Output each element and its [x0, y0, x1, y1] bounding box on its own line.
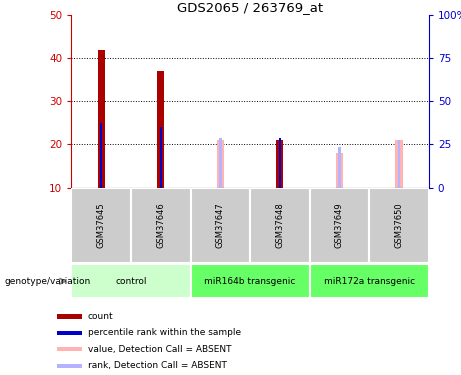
Text: genotype/variation: genotype/variation [5, 277, 91, 286]
Bar [57, 347, 82, 351]
Bar [338, 147, 341, 188]
Bar [160, 127, 162, 188]
Bar [100, 123, 102, 188]
Bar [157, 71, 164, 188]
Bar [398, 140, 400, 188]
Text: control: control [115, 277, 147, 286]
Bar [250, 188, 310, 262]
Text: GSM37646: GSM37646 [156, 202, 165, 248]
Text: value, Detection Call = ABSENT: value, Detection Call = ABSENT [88, 345, 231, 354]
Text: GSM37649: GSM37649 [335, 202, 344, 248]
Bar [369, 188, 429, 262]
Text: miR164b transgenic: miR164b transgenic [204, 277, 296, 286]
Bar [310, 264, 429, 298]
Bar [278, 138, 281, 188]
Bar [57, 331, 82, 335]
Bar [336, 153, 343, 188]
Bar [276, 140, 284, 188]
Bar [190, 188, 250, 262]
Bar [57, 314, 82, 319]
Bar [71, 264, 190, 298]
Bar [190, 264, 310, 298]
Text: percentile rank within the sample: percentile rank within the sample [88, 328, 241, 338]
Bar [278, 138, 281, 188]
Bar [98, 50, 105, 188]
Bar [396, 140, 402, 188]
Bar [57, 364, 82, 368]
Text: GSM37650: GSM37650 [395, 202, 403, 248]
Bar [217, 140, 224, 188]
Text: miR172a transgenic: miR172a transgenic [324, 277, 415, 286]
Text: GSM37645: GSM37645 [97, 202, 106, 248]
Text: GSM37648: GSM37648 [275, 202, 284, 248]
Bar [131, 188, 190, 262]
Text: count: count [88, 312, 113, 321]
Bar [310, 188, 369, 262]
Title: GDS2065 / 263769_at: GDS2065 / 263769_at [177, 1, 323, 14]
Bar [219, 138, 222, 188]
Text: rank, Detection Call = ABSENT: rank, Detection Call = ABSENT [88, 361, 227, 370]
Text: GSM37647: GSM37647 [216, 202, 225, 248]
Bar [276, 140, 284, 188]
Bar [71, 188, 131, 262]
